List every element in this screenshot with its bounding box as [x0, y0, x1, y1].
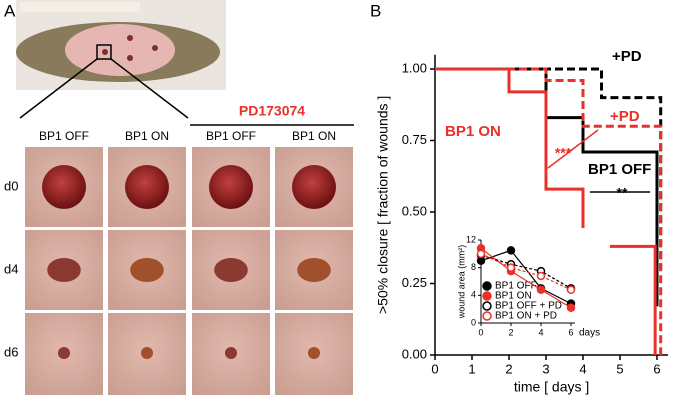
legend-marker: [482, 311, 492, 321]
y-tick-label: 0: [471, 317, 476, 327]
point: [476, 249, 486, 259]
wound: [42, 165, 86, 209]
wound: [292, 165, 336, 209]
y-axis-label: >50% closure [ fraction of wounds ]: [375, 96, 391, 314]
point: [566, 303, 576, 313]
legend-label: BP1 ON: [495, 291, 532, 302]
point: [536, 285, 546, 295]
wound: [125, 165, 169, 209]
series-label: BP1 ON: [445, 123, 501, 140]
x-tick-label: 6: [568, 327, 573, 337]
photo-grid: BP1 OFF BP1 ON BP1 OFF BP1 ON d0 d4 d6: [4, 129, 353, 395]
series-line: [480, 254, 572, 289]
wound: [141, 347, 153, 359]
column-label: BP1 ON: [292, 129, 336, 143]
series-label: +PD: [610, 108, 640, 125]
wound: [225, 347, 237, 359]
x-tick-label: 2: [505, 361, 512, 376]
wound: [297, 258, 331, 282]
y-tick-label: 0.50: [402, 203, 427, 218]
column-label: BP1 ON: [125, 129, 169, 143]
legend-marker: [482, 291, 492, 301]
y-axis-label: wound area (mm²): [456, 245, 466, 320]
row-label: d0: [4, 178, 18, 193]
series-label: +PD: [612, 48, 642, 65]
step-line: [435, 67, 663, 355]
wound: [47, 258, 81, 282]
step-line: [435, 67, 657, 355]
x-tick-label: 1: [468, 361, 475, 376]
y-tick-label: 1.00: [402, 60, 427, 75]
point: [536, 271, 546, 281]
x-tick-label: 6: [653, 361, 660, 376]
wound: [209, 165, 253, 209]
series-line: [480, 253, 572, 291]
wound: [130, 258, 164, 282]
column-label: BP1 OFF: [39, 129, 89, 143]
column-label: BP1 OFF: [206, 129, 256, 143]
x-tick-label: 4: [579, 361, 586, 376]
row-label: d6: [4, 344, 18, 359]
row-label: d4: [4, 261, 18, 276]
mouse-photo: [16, 0, 226, 90]
x-axis-label: days: [579, 328, 600, 339]
x-tick-label: 2: [508, 327, 513, 337]
wound: [214, 258, 248, 282]
x-tick-label: 3: [542, 361, 549, 376]
point: [506, 246, 516, 255]
wound: [308, 347, 320, 359]
point: [566, 285, 576, 295]
x-tick-label: 4: [538, 327, 543, 337]
legend-marker: [482, 301, 492, 311]
panel-label: A: [4, 1, 16, 20]
series-label: BP1 OFF: [588, 161, 651, 178]
significance: **: [617, 185, 628, 201]
panel-label: B: [370, 1, 381, 20]
y-tick-label: 0.00: [402, 346, 427, 361]
y-tick-label: 0.75: [402, 132, 427, 147]
y-tick-label: 12: [466, 234, 476, 244]
legend-marker: [482, 281, 492, 291]
point: [506, 263, 516, 272]
legend-label: BP1 ON + PD: [495, 311, 557, 322]
wound: [58, 347, 70, 359]
legend-label: BP1 OFF: [495, 281, 537, 292]
x-tick-label: 5: [616, 361, 623, 376]
significance: ***: [555, 145, 572, 161]
x-tick-label: 0: [478, 327, 483, 337]
inset-bg: [440, 228, 610, 348]
y-tick-label: 0.25: [402, 275, 427, 290]
series-line: [480, 249, 572, 305]
treatment-label: PD173074: [239, 103, 305, 119]
x-axis-label: time [ days ]: [514, 379, 589, 395]
y-tick-label: 4: [471, 290, 476, 300]
y-tick-label: 8: [471, 262, 476, 272]
legend-label: BP1 OFF + PD: [495, 301, 562, 312]
x-tick-label: 0: [431, 361, 438, 376]
arrow: [547, 129, 599, 169]
